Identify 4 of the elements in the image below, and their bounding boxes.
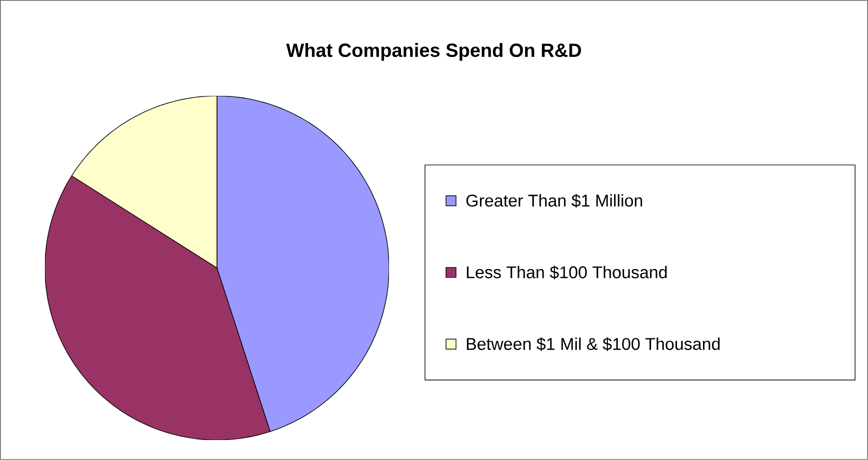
chart-title: What Companies Spend On R&D — [286, 43, 582, 61]
legend-label: Less Than $100 Thousand — [466, 266, 667, 280]
legend-label: Between $1 Mil & $100 Thousand — [466, 337, 720, 352]
legend-label: Greater Than $1 Million — [466, 194, 642, 208]
